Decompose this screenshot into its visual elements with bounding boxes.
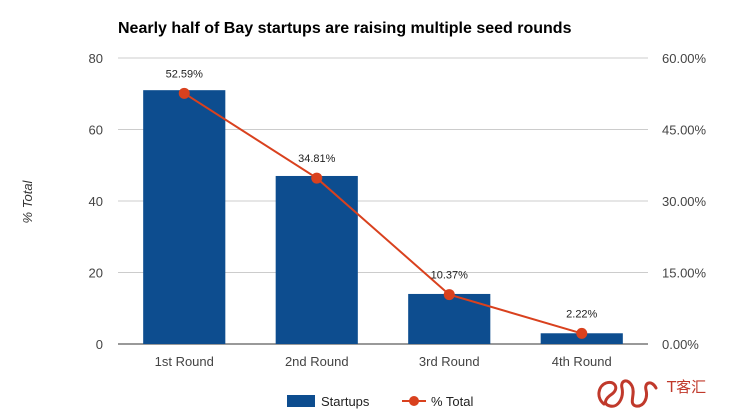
data-label-3: 10.37%	[431, 270, 469, 282]
left-tick-label: 60	[89, 123, 103, 138]
x-tick-label: 4th Round	[552, 354, 612, 369]
x-tick-label: 2nd Round	[285, 354, 349, 369]
left-tick-label: 40	[89, 194, 103, 209]
right-tick-label: 0.00%	[662, 337, 699, 352]
left-tick-label: 80	[89, 51, 103, 66]
x-axis-labels: 1st Round 2nd Round 3rd Round 4th Round	[155, 354, 612, 369]
bar-3	[408, 293, 491, 344]
watermark-logo: T客汇	[597, 378, 706, 408]
bar-2	[275, 175, 358, 344]
point-4	[576, 327, 588, 339]
right-tick-label: 45.00%	[662, 123, 707, 138]
legend-startups-swatch	[287, 395, 315, 407]
right-tick-label: 60.00%	[662, 51, 707, 66]
right-axis-title: % Total	[20, 179, 35, 223]
watermark-text: T客汇	[666, 378, 706, 396]
line-series-percent-total	[178, 87, 588, 339]
point-3	[443, 289, 455, 301]
left-tick-label: 0	[96, 337, 103, 352]
point-1	[178, 87, 190, 99]
right-tick-label: 30.00%	[662, 194, 707, 209]
bar-series-startups	[143, 90, 623, 344]
point-2	[311, 172, 323, 184]
legend: Startups % Total	[287, 394, 474, 409]
left-axis-ticks: 0 20 40 60 80	[89, 51, 103, 352]
data-label-2: 34.81%	[298, 153, 336, 165]
data-label-4: 2.22%	[566, 308, 597, 320]
right-axis-ticks: 0.00% 15.00% 30.00% 45.00% 60.00%	[662, 51, 707, 352]
watermark-swirl-icon	[597, 379, 658, 408]
left-tick-label: 20	[89, 266, 103, 281]
bar-1	[143, 90, 226, 344]
data-label-1: 52.59%	[166, 68, 204, 80]
legend-startups-label: Startups	[321, 394, 370, 409]
percent-total-line	[183, 92, 583, 335]
data-labels: 52.59% 34.81% 10.37% 2.22%	[166, 68, 598, 320]
chart-title: Nearly half of Bay startups are raising …	[118, 20, 572, 37]
right-tick-label: 15.00%	[662, 266, 707, 281]
x-tick-label: 3rd Round	[419, 354, 480, 369]
legend-percent-total-marker	[409, 396, 419, 406]
legend-percent-total-label: % Total	[431, 394, 474, 409]
x-tick-label: 1st Round	[155, 354, 214, 369]
